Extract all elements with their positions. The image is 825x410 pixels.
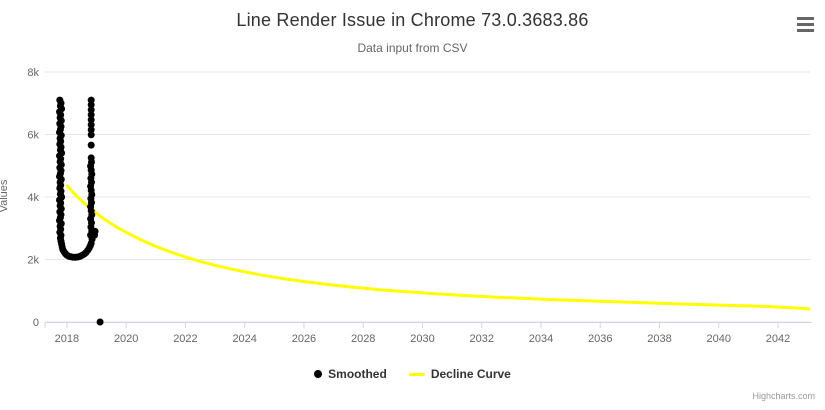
x-axis-label: 2022: [173, 333, 197, 345]
scatter-point[interactable]: [87, 96, 95, 104]
scatter-point[interactable]: [87, 131, 95, 139]
y-axis-label: 6k: [27, 130, 39, 142]
hamburger-menu-icon: [796, 16, 814, 20]
legend-label-smoothed: Smoothed: [328, 367, 387, 381]
scatter-point[interactable]: [87, 106, 95, 114]
legend-item-smoothed[interactable]: Smoothed: [314, 367, 387, 381]
scatter-point[interactable]: [87, 121, 95, 129]
x-axis-label: 2034: [529, 333, 553, 345]
chart-context-menu-button[interactable]: [791, 13, 819, 35]
legend: Smoothed Decline Curve: [0, 363, 825, 385]
x-axis-label: 2038: [647, 333, 671, 345]
x-axis-label: 2024: [232, 333, 256, 345]
credits-link[interactable]: Highcharts.com: [752, 391, 815, 401]
scatter-point[interactable]: [87, 116, 95, 124]
x-axis-label: 2020: [114, 333, 138, 345]
x-axis-label: 2036: [588, 333, 612, 345]
x-axis-label: 2028: [351, 333, 375, 345]
legend-item-decline-curve[interactable]: Decline Curve: [408, 367, 511, 381]
legend-label-decline-curve: Decline Curve: [430, 367, 511, 381]
x-axis-label: 2026: [292, 333, 316, 345]
scatter-point[interactable]: [96, 318, 104, 326]
y-axis-label: 8k: [27, 67, 39, 79]
chart-title: Line Render Issue in Chrome 73.0.3683.86: [236, 10, 589, 30]
scatter-point[interactable]: [91, 231, 98, 239]
y-axis-label: 0: [33, 317, 39, 329]
chart-subtitle: Data input from CSV: [357, 41, 468, 55]
scatter-marker-icon: [314, 370, 323, 378]
x-axis-label: 2032: [469, 333, 493, 345]
scatter-point[interactable]: [87, 154, 95, 162]
x-axis-label: 2030: [410, 333, 434, 345]
x-axis-label: 2040: [707, 333, 731, 345]
decline-curve-path[interactable]: [66, 184, 811, 311]
scatter-point[interactable]: [87, 111, 95, 119]
line-marker-icon: [408, 372, 425, 376]
y-axis-label: 2k: [27, 255, 39, 267]
hamburger-menu-icon: [796, 22, 814, 26]
y-axis-label: 4k: [27, 192, 39, 204]
scatter-point[interactable]: [87, 141, 95, 149]
x-axis-label: 2042: [766, 333, 790, 345]
x-axis-label: 2018: [55, 333, 79, 345]
hamburger-menu-icon: [796, 28, 814, 32]
scatter-point[interactable]: [87, 126, 95, 134]
